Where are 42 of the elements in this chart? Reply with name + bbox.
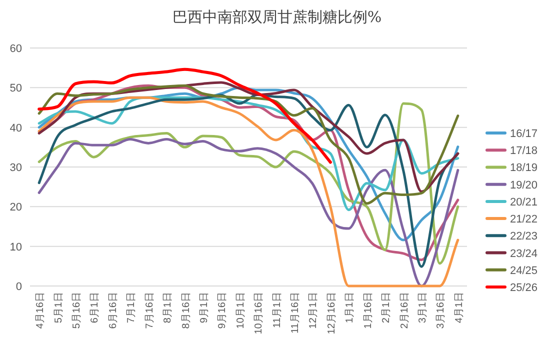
x-tick-label: 1月1日	[344, 292, 356, 324]
x-tick-label: 6月16日	[108, 292, 119, 329]
x-tick-label: 11月1日	[272, 292, 283, 328]
legend-label: 24/25	[510, 264, 538, 277]
x-tick-label: 7月16日	[144, 292, 156, 329]
legend-label: 23/24	[510, 248, 538, 260]
x-tick-label: 12月16日	[326, 292, 338, 334]
y-tick-label: 10	[10, 241, 22, 254]
x-tick-label: 8月1日	[162, 292, 174, 324]
x-tick-label: 2月16日	[399, 292, 410, 329]
legend-label: 20/21	[510, 196, 538, 208]
legend-label: 25/26	[510, 282, 538, 294]
x-tick-label: 12月1日	[308, 292, 320, 329]
x-tick-label: 9月1日	[198, 292, 210, 324]
x-tick-label: 3月16日	[436, 292, 447, 329]
x-tick-label: 8月16日	[180, 292, 192, 329]
y-tick-label: 60	[10, 43, 22, 55]
x-tick-label: 4月16日	[35, 292, 46, 329]
y-tick-label: 40	[10, 122, 22, 134]
x-tick-label: 5月1日	[53, 292, 64, 324]
x-tick-label: 10月16日	[254, 292, 265, 334]
y-tick-label: 0	[16, 281, 22, 293]
legend-label: 22/23	[510, 230, 538, 243]
y-tick-label: 20	[10, 202, 22, 214]
x-tick-label: 1月16日	[362, 292, 374, 329]
y-tick-label: 30	[10, 162, 22, 174]
y-tick-label: 50	[10, 82, 22, 95]
x-tick-label: 3月1日	[417, 292, 428, 324]
legend-label: 17/18	[510, 145, 538, 158]
x-tick-label: 4月1日	[454, 292, 465, 324]
legend-label: 16/17	[510, 128, 538, 140]
chart-title: 巴西中南部双周甘蔗制糖比例%	[172, 8, 382, 26]
x-tick-label: 2月1日	[381, 292, 392, 324]
legend-label: 18/19	[510, 162, 538, 174]
x-tick-label: 5月16日	[72, 292, 83, 329]
x-tick-label: 6月1日	[90, 292, 101, 324]
legend-label: 19/20	[510, 179, 538, 192]
x-tick-label: 7月1日	[126, 292, 138, 324]
legend-label: 21/22	[510, 214, 538, 226]
x-tick-label: 10月1日	[235, 292, 246, 329]
x-tick-label: 11月16日	[290, 292, 302, 334]
x-tick-label: 9月16日	[217, 292, 228, 329]
